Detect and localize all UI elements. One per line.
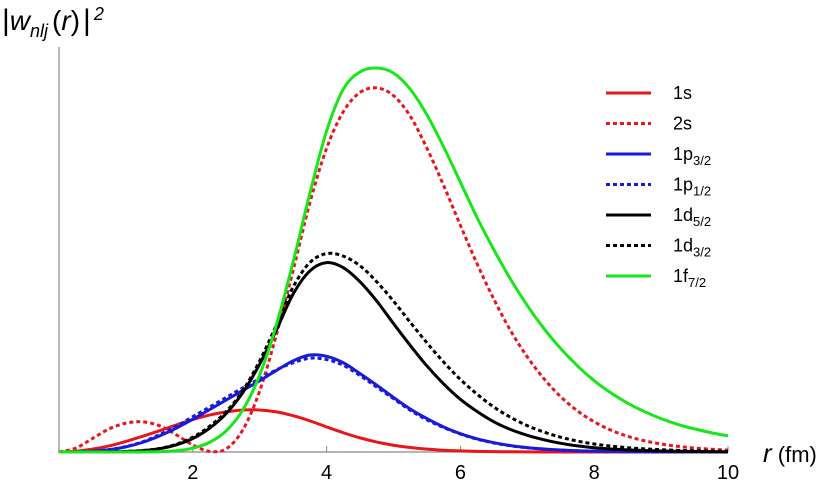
series-line-1d-3-2	[58, 251, 729, 454]
y-title-subscript: nlj	[30, 21, 49, 41]
y-title-power: 2	[93, 4, 104, 24]
legend-label-main: 1f	[673, 266, 689, 286]
y-title-symbol: w	[10, 5, 32, 36]
legend-item: 2s	[606, 114, 692, 134]
series-line-1f-7-2	[59, 66, 729, 454]
series-line-1d-5-2	[58, 261, 729, 454]
legend-label: 1s	[673, 83, 692, 103]
x-ticks: 2 4 6 8 10	[187, 446, 739, 484]
series-line-1s	[58, 408, 728, 454]
x-tick-label: 4	[321, 462, 332, 484]
series-line-1p-3-2	[58, 353, 729, 454]
y-title-bar-left: |	[2, 4, 10, 37]
legend-label: 1p1/2	[673, 175, 711, 199]
legend-label: 1d3/2	[673, 236, 711, 260]
x-tick-label: 10	[717, 462, 739, 484]
legend-item: 1p1/2	[606, 175, 711, 199]
legend-item: 1f7/2	[606, 266, 706, 290]
legend-label-subscript: 5/2	[693, 214, 711, 229]
legend-label: 1p3/2	[673, 144, 711, 168]
legend-item: 1p3/2	[606, 144, 711, 168]
legend-label-main: 1p	[673, 175, 693, 195]
legend-label-main: 2s	[673, 114, 692, 134]
legend-label-subscript: 3/2	[693, 153, 711, 168]
legend-label: 1f7/2	[673, 266, 706, 290]
legend-item: 1d5/2	[606, 205, 711, 229]
y-axis-title: |wnlj (r) | 2	[2, 4, 104, 41]
x-axis-title: r (fm)	[763, 438, 817, 468]
legend-label-main: 1d	[673, 205, 693, 225]
legend-item: 1d3/2	[606, 236, 711, 260]
legend-label-subscript: 7/2	[688, 275, 706, 290]
y-title-open-paren: (	[52, 5, 62, 36]
x-tick-label: 2	[187, 462, 198, 484]
x-title-symbol: r	[763, 438, 773, 468]
y-title-close-paren: )	[71, 5, 80, 36]
series-line-2s	[58, 86, 729, 454]
x-tick-label: 8	[589, 462, 600, 484]
series-curves	[58, 66, 729, 454]
legend-label-main: 1p	[673, 144, 693, 164]
legend-label-main: 1d	[673, 236, 693, 256]
x-title-unit: (fm)	[772, 442, 817, 467]
legend-label: 2s	[673, 114, 692, 134]
y-title-bar-right: |	[83, 4, 91, 37]
axes	[58, 47, 728, 453]
x-tick-label: 6	[455, 462, 466, 484]
legend-label-main: 1s	[673, 83, 692, 103]
series-line-1p-1-2	[58, 356, 729, 454]
legend-label-subscript: 1/2	[693, 184, 711, 199]
legend-item: 1s	[606, 83, 692, 103]
legend-label: 1d5/2	[673, 205, 711, 229]
legend-label-subscript: 3/2	[693, 245, 711, 260]
y-title-arg: r	[61, 5, 72, 36]
